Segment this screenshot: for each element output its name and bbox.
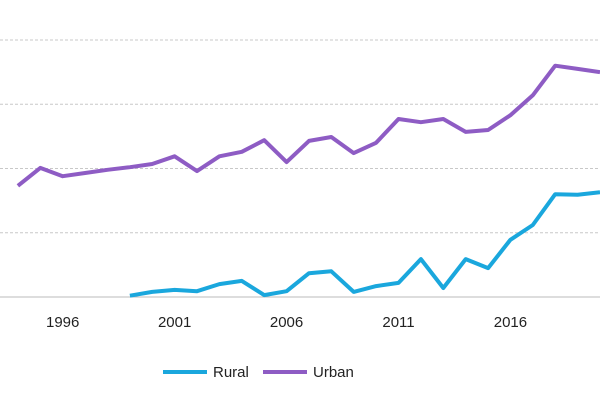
x-tick-label: 2006 <box>270 314 303 331</box>
line-series <box>129 190 600 298</box>
line-series <box>16 63 600 188</box>
x-tick-label: 2001 <box>158 314 191 331</box>
x-tick-label: 2011 <box>382 314 414 331</box>
legend-label: Rural <box>213 364 249 381</box>
x-tick-label: 2016 <box>494 314 527 331</box>
x-tick-label: 1996 <box>46 314 79 331</box>
legend-label: Urban <box>313 364 354 381</box>
